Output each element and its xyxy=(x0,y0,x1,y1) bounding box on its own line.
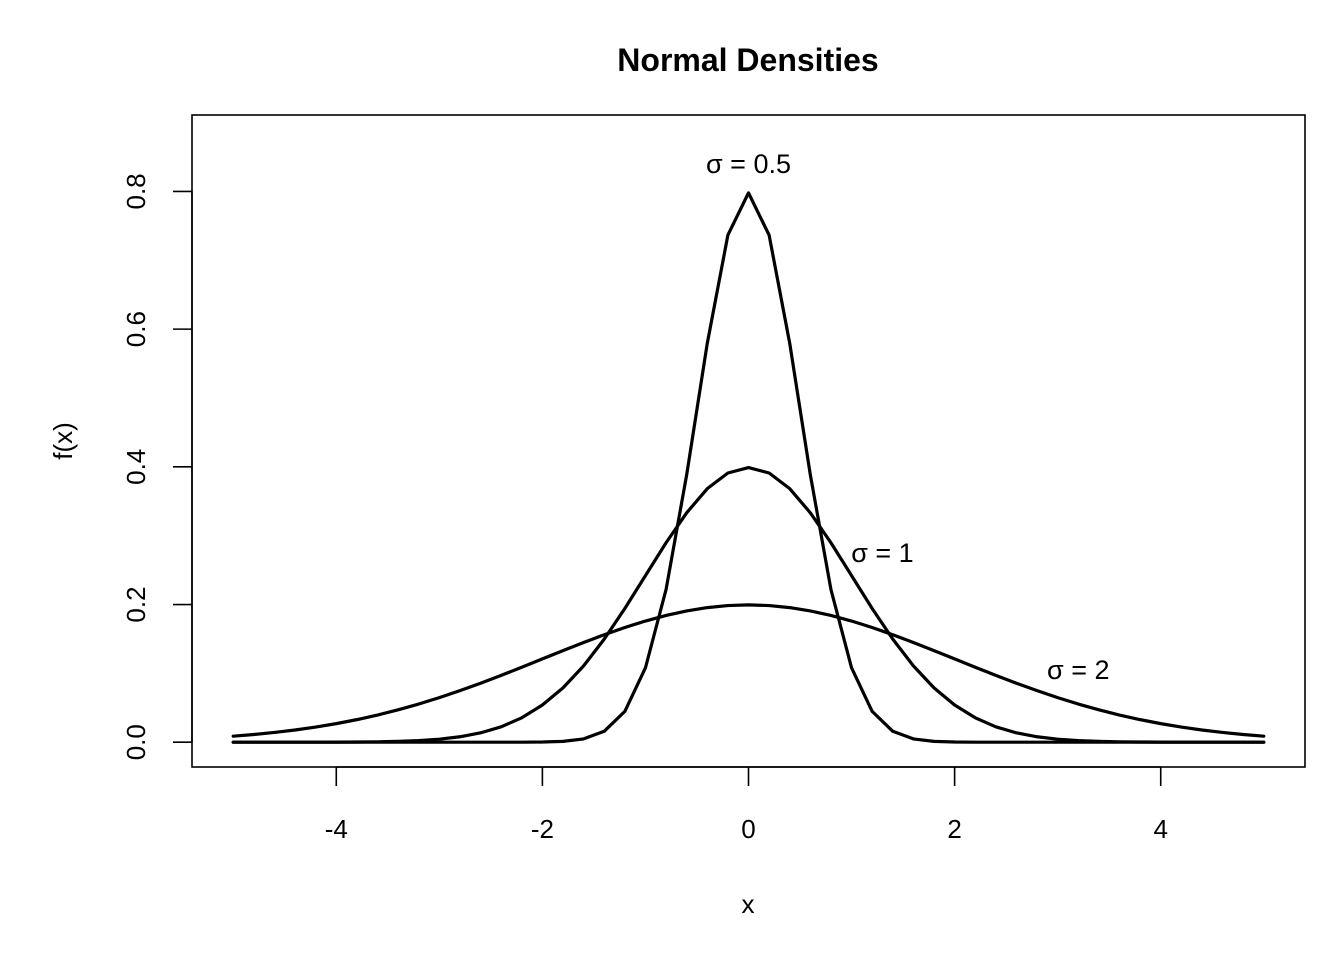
y-tick-label: 0.4 xyxy=(121,449,151,485)
x-tick-label: 2 xyxy=(947,814,961,844)
x-tick-label: -4 xyxy=(325,814,348,844)
y-tick-label: 0.0 xyxy=(121,724,151,760)
curves xyxy=(231,191,1266,744)
curve-annotation: σ = 0.5 xyxy=(706,149,791,179)
x-tick-label: -2 xyxy=(531,814,554,844)
x-tick-label: 4 xyxy=(1153,814,1167,844)
curve-annotation: σ = 2 xyxy=(1047,655,1109,685)
y-tick-label: 0.2 xyxy=(121,586,151,622)
chart-title: Normal Densities xyxy=(617,42,878,78)
y-axis: 0.0 0.2 0.4 0.6 0.8 xyxy=(121,173,193,760)
density-curve-2 xyxy=(231,603,1266,738)
annotations: σ = 0.5 σ = 1 σ = 2 xyxy=(706,149,1109,685)
y-tick-label: 0.6 xyxy=(121,311,151,347)
density-curve-1 xyxy=(231,465,1266,744)
plot-frame xyxy=(191,114,1306,768)
x-axis-label: x xyxy=(742,889,755,919)
y-tick-label: 0.8 xyxy=(121,173,151,209)
y-axis-label: f(x) xyxy=(48,422,78,460)
x-axis: -4 -2 0 2 4 xyxy=(325,766,1168,844)
x-tick-label: 0 xyxy=(741,814,755,844)
curve-annotation: σ = 1 xyxy=(851,538,913,568)
